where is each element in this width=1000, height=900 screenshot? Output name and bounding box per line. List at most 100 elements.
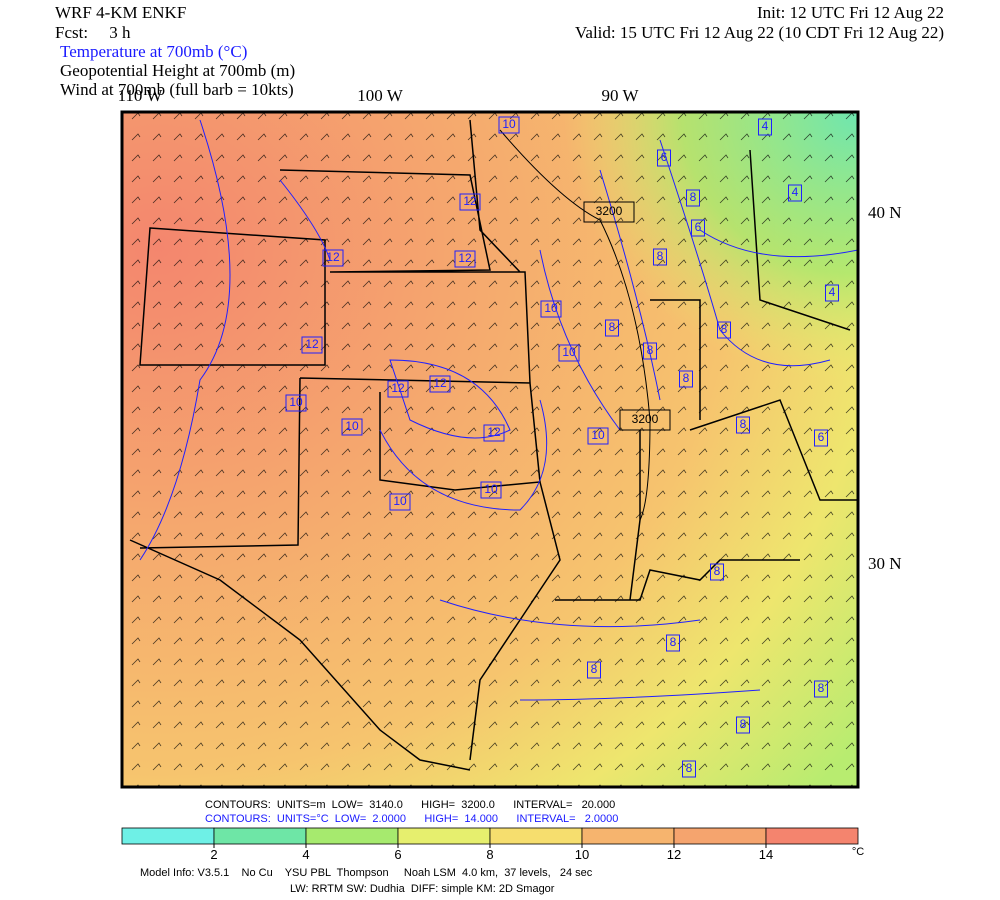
contour-label: 12 xyxy=(463,194,477,208)
contour-label: 12 xyxy=(458,251,472,265)
colorbar-tick-label: 8 xyxy=(486,847,493,862)
height-label-box xyxy=(619,409,671,431)
contour-label-box xyxy=(285,394,307,412)
contour-label-box xyxy=(558,344,580,362)
lon-label: 90 W xyxy=(602,86,640,105)
colorbar: 2 4 6 8 10 12 14 °C xyxy=(121,827,864,862)
contour-label: 8 xyxy=(686,761,693,775)
colorbar-swatch xyxy=(581,827,675,845)
contour-label-box xyxy=(459,193,481,211)
legend-line: CONTOURS: UNITS=°C LOW= 2.0000 HIGH= 14.… xyxy=(205,813,618,825)
contour-label: 12 xyxy=(391,381,405,395)
contour-label-box xyxy=(666,634,680,652)
contour-label-box xyxy=(483,424,505,442)
contour-label: 8 xyxy=(714,564,721,578)
contour-label: 12 xyxy=(326,250,340,264)
colorbar-tick-label: 12 xyxy=(667,847,681,862)
contour-label-box xyxy=(587,661,601,679)
contour-label: 10 xyxy=(544,301,558,315)
height-label: 3200 xyxy=(596,204,623,218)
legend-line: CONTOURS: UNITS=m LOW= 3140.0 HIGH= 3200… xyxy=(205,799,615,811)
colorbar-tick-label: 6 xyxy=(394,847,401,862)
field: Wind at 700mb (full barb = 10kts) xyxy=(60,80,294,99)
colorbar-swatch xyxy=(213,827,307,845)
contour-label: 8 xyxy=(609,320,616,334)
contour-label-box xyxy=(653,248,667,266)
contour-label-box xyxy=(736,716,750,734)
map: 10 4 6 12 8 4 6 12 12 8 4 10 8 8 12 10 8 12 12 8 10 10 12 10 8 6 1… xyxy=(120,110,860,789)
contour-label-box xyxy=(301,336,323,354)
contour-label: 6 xyxy=(661,150,668,164)
contour-label: 4 xyxy=(762,119,769,133)
contour-label: 12 xyxy=(487,425,501,439)
contour-label: 10 xyxy=(289,395,303,409)
contour-label-box xyxy=(389,493,411,511)
lat-label: 40 N xyxy=(868,203,902,222)
contour-label: 10 xyxy=(502,117,516,131)
contour-label-box xyxy=(387,380,409,398)
contour-label: 12 xyxy=(305,337,319,351)
colorbar-tick-label: 4 xyxy=(302,847,309,862)
contour-label-box xyxy=(605,319,619,337)
contour-label: 6 xyxy=(818,430,825,444)
valid: Valid: 15 UTC Fri 12 Aug 22 (10 CDT Fri … xyxy=(575,23,944,42)
contour-label: 4 xyxy=(792,185,799,199)
colorbar-tick-label: 10 xyxy=(575,847,589,862)
contour-label: 8 xyxy=(670,635,677,649)
contour-label: 10 xyxy=(562,345,576,359)
contour-label: 6 xyxy=(695,220,702,234)
contour-label-box xyxy=(788,184,802,202)
contour-label-box xyxy=(710,563,724,581)
contour-label: 8 xyxy=(740,417,747,431)
lon-label: 110 W xyxy=(118,86,164,105)
colorbar-swatch xyxy=(305,827,399,845)
contour-label-box xyxy=(643,342,657,360)
contour-label-box xyxy=(498,116,520,134)
contour-label: 8 xyxy=(657,249,664,263)
colorbar-tick-label: 2 xyxy=(210,847,217,862)
contour-label-box xyxy=(429,375,451,393)
colorbar-swatch xyxy=(673,827,767,845)
contour-label-box xyxy=(686,189,700,207)
contour-label-box xyxy=(657,149,671,167)
contour-label-box xyxy=(814,429,828,447)
contour-label-box xyxy=(736,416,750,434)
contour-label: 8 xyxy=(740,717,747,731)
contour-label: 4 xyxy=(829,285,836,299)
contour-label: 8 xyxy=(818,681,825,695)
contour-label-box xyxy=(322,249,344,267)
contour-label-box xyxy=(341,418,363,436)
forecast: Fcst: 3 h xyxy=(55,23,131,42)
contour-label: 8 xyxy=(690,190,697,204)
contour-label-box xyxy=(682,760,696,778)
colorbar-swatch xyxy=(397,827,491,845)
contour-label-box xyxy=(717,321,731,339)
field: Geopotential Height at 700mb (m) xyxy=(60,61,295,80)
contour-label-box xyxy=(540,300,562,318)
contour-label: 8 xyxy=(591,662,598,676)
height-label: 3200 xyxy=(632,412,659,426)
lat-label: 30 N xyxy=(868,554,902,573)
contour-label: 8 xyxy=(647,343,654,357)
colorbar-swatch xyxy=(121,827,215,845)
contour-label-box xyxy=(480,481,502,499)
contour-label-box xyxy=(587,427,609,445)
footer-line: LW: RRTM SW: Dudhia DIFF: simple KM: 2D … xyxy=(290,883,555,895)
contour-label: 10 xyxy=(484,482,498,496)
colorbar-swatch xyxy=(765,827,859,845)
contour-label-box xyxy=(691,219,705,237)
contour-label: 10 xyxy=(591,428,605,442)
contour-label: 8 xyxy=(721,322,728,336)
contour-label: 10 xyxy=(345,419,359,433)
colorbar-swatch xyxy=(489,827,583,845)
lon-label: 100 W xyxy=(357,86,403,105)
colorbar-unit: °C xyxy=(852,846,864,858)
contour-label-box xyxy=(758,118,772,136)
field: Temperature at 700mb (°C) xyxy=(60,42,247,61)
contour-label: 10 xyxy=(393,494,407,508)
contour-label-box xyxy=(679,370,693,388)
contour-label-box xyxy=(454,250,476,268)
footer-line: Model Info: V3.5.1 No Cu YSU PBL Thompso… xyxy=(140,867,593,879)
init: Init: 12 UTC Fri 12 Aug 22 xyxy=(757,3,944,22)
